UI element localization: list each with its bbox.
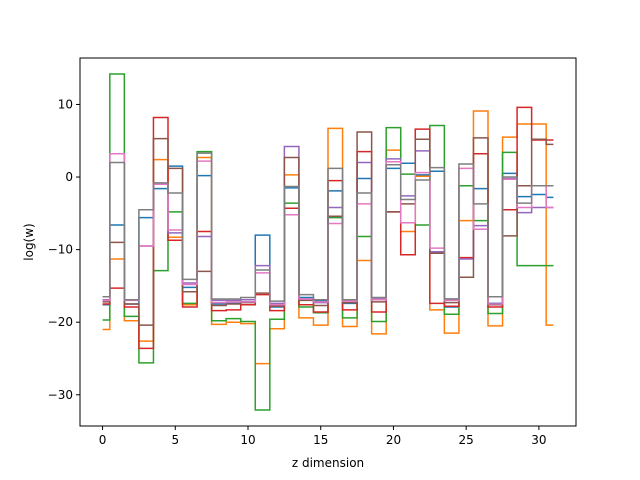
x-tick-label: 10 — [240, 433, 255, 447]
x-tick-label: 20 — [386, 433, 401, 447]
y-tick-label: −20 — [48, 315, 73, 329]
x-axis-ticks: 0 5 10 15 20 25 30 — [99, 426, 547, 447]
y-tick-label: −30 — [48, 388, 73, 402]
y-tick-label: −10 — [48, 243, 73, 257]
x-axis-label: z dimension — [292, 456, 364, 470]
x-tick-label: 15 — [313, 433, 328, 447]
x-tick-label: 0 — [99, 433, 107, 447]
y-axis-label: log(w) — [22, 223, 36, 260]
x-tick-label: 30 — [531, 433, 546, 447]
y-axis-ticks: −30 −20 −10 0 10 — [48, 97, 80, 402]
x-tick-label: 25 — [459, 433, 474, 447]
x-tick-label: 5 — [171, 433, 179, 447]
plot-frame — [79, 57, 577, 427]
y-tick-label: 10 — [58, 97, 73, 111]
y-tick-label: 0 — [65, 170, 73, 184]
series-line-8 — [102, 152, 554, 302]
series-layer — [102, 73, 554, 411]
